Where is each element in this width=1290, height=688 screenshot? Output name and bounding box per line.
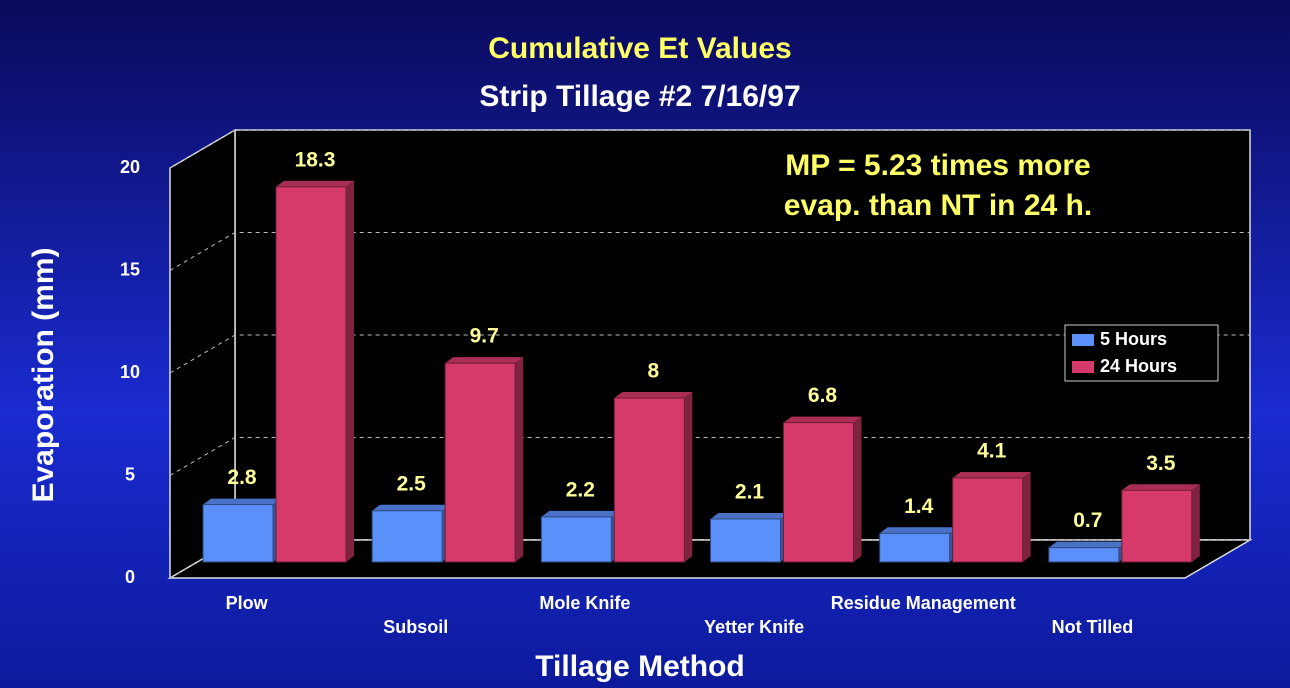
bar xyxy=(879,527,958,563)
bar xyxy=(613,392,693,563)
bar-front xyxy=(444,362,516,563)
grid-line xyxy=(169,334,1250,374)
bar-top xyxy=(276,180,354,187)
bar-top xyxy=(710,512,789,519)
value-label: 3.5 xyxy=(1146,452,1176,475)
bar-side xyxy=(346,180,354,562)
y-tick-label: 0 xyxy=(125,567,135,587)
bar-side xyxy=(853,416,862,562)
legend-swatch xyxy=(1072,361,1094,373)
bar-front xyxy=(1048,547,1120,563)
bar xyxy=(371,504,451,563)
value-label: 0.7 xyxy=(1073,509,1102,532)
y-tick-label: 15 xyxy=(120,259,140,279)
x-axis-label: Tillage Method xyxy=(535,650,744,683)
bar-top xyxy=(952,471,1031,478)
value-label: 4.1 xyxy=(977,439,1007,462)
bar xyxy=(202,498,281,563)
bar-top xyxy=(372,504,451,511)
y-tick-label: 5 xyxy=(125,464,135,484)
value-label: 9.7 xyxy=(470,325,499,348)
bar-top xyxy=(1048,541,1127,548)
value-label: 6.8 xyxy=(808,384,838,407)
value-label: 2.8 xyxy=(227,466,257,489)
grid-line xyxy=(169,232,1250,271)
bar-top xyxy=(541,510,620,517)
bar xyxy=(783,416,862,563)
bar-front xyxy=(202,504,274,563)
x-tick-label: Subsoil xyxy=(383,617,448,637)
chart-subtitle: Strip Tillage #2 7/16/97 xyxy=(479,80,800,113)
value-label: 2.1 xyxy=(735,480,765,503)
value-label: 18.3 xyxy=(295,148,336,171)
bar-side xyxy=(515,357,524,562)
legend-label: 24 Hours xyxy=(1100,356,1177,376)
y-tick-label: 10 xyxy=(120,362,140,382)
legend: 5 Hours 24 Hours xyxy=(1064,324,1219,382)
bar-top xyxy=(879,527,958,534)
bar xyxy=(710,512,789,563)
y-axis-label: Evaporation (mm) xyxy=(27,247,60,502)
bar-front xyxy=(371,510,443,563)
x-tick-label: Yetter Knife xyxy=(704,617,804,637)
y-tick-label: 20 xyxy=(120,157,140,177)
x-tick-label: Plow xyxy=(226,593,269,613)
chart-title: Cumulative Et Values xyxy=(488,32,791,65)
bar-front xyxy=(1121,489,1193,563)
bar-top xyxy=(445,357,524,364)
legend-swatch xyxy=(1072,334,1094,346)
bar-top xyxy=(203,498,281,505)
bar xyxy=(1048,541,1127,563)
bar-top xyxy=(1121,484,1200,491)
value-label: 2.5 xyxy=(397,472,427,495)
value-label: 2.2 xyxy=(566,478,595,501)
bar-front xyxy=(710,518,781,563)
bar-side xyxy=(1022,471,1031,562)
legend-label: 5 Hours xyxy=(1100,329,1167,349)
x-tick-label: Residue Management xyxy=(831,593,1016,613)
bar xyxy=(952,471,1031,563)
bar xyxy=(1121,484,1200,563)
bar-front xyxy=(783,422,854,563)
bar-front xyxy=(879,532,951,563)
bar-front xyxy=(275,186,347,563)
grid-line xyxy=(169,129,1250,169)
bar-front xyxy=(613,397,685,563)
x-tick-label: Mole Knife xyxy=(539,593,630,613)
x-tick-label: Not Tilled xyxy=(1052,617,1134,637)
bar-side xyxy=(684,392,693,562)
bar-front xyxy=(540,516,612,563)
bar xyxy=(444,357,524,563)
value-label: 1.4 xyxy=(904,495,934,518)
value-label: 8 xyxy=(647,360,659,383)
bar-side xyxy=(1191,484,1200,562)
bar xyxy=(540,510,620,563)
bar-top xyxy=(783,416,862,423)
grid-line xyxy=(169,437,1250,476)
annotation: evap. than NT in 24 h. xyxy=(784,189,1092,222)
bar-front xyxy=(952,477,1024,563)
bar-top xyxy=(614,392,693,398)
annotation: MP = 5.23 times more xyxy=(785,149,1090,182)
bar xyxy=(275,180,354,563)
